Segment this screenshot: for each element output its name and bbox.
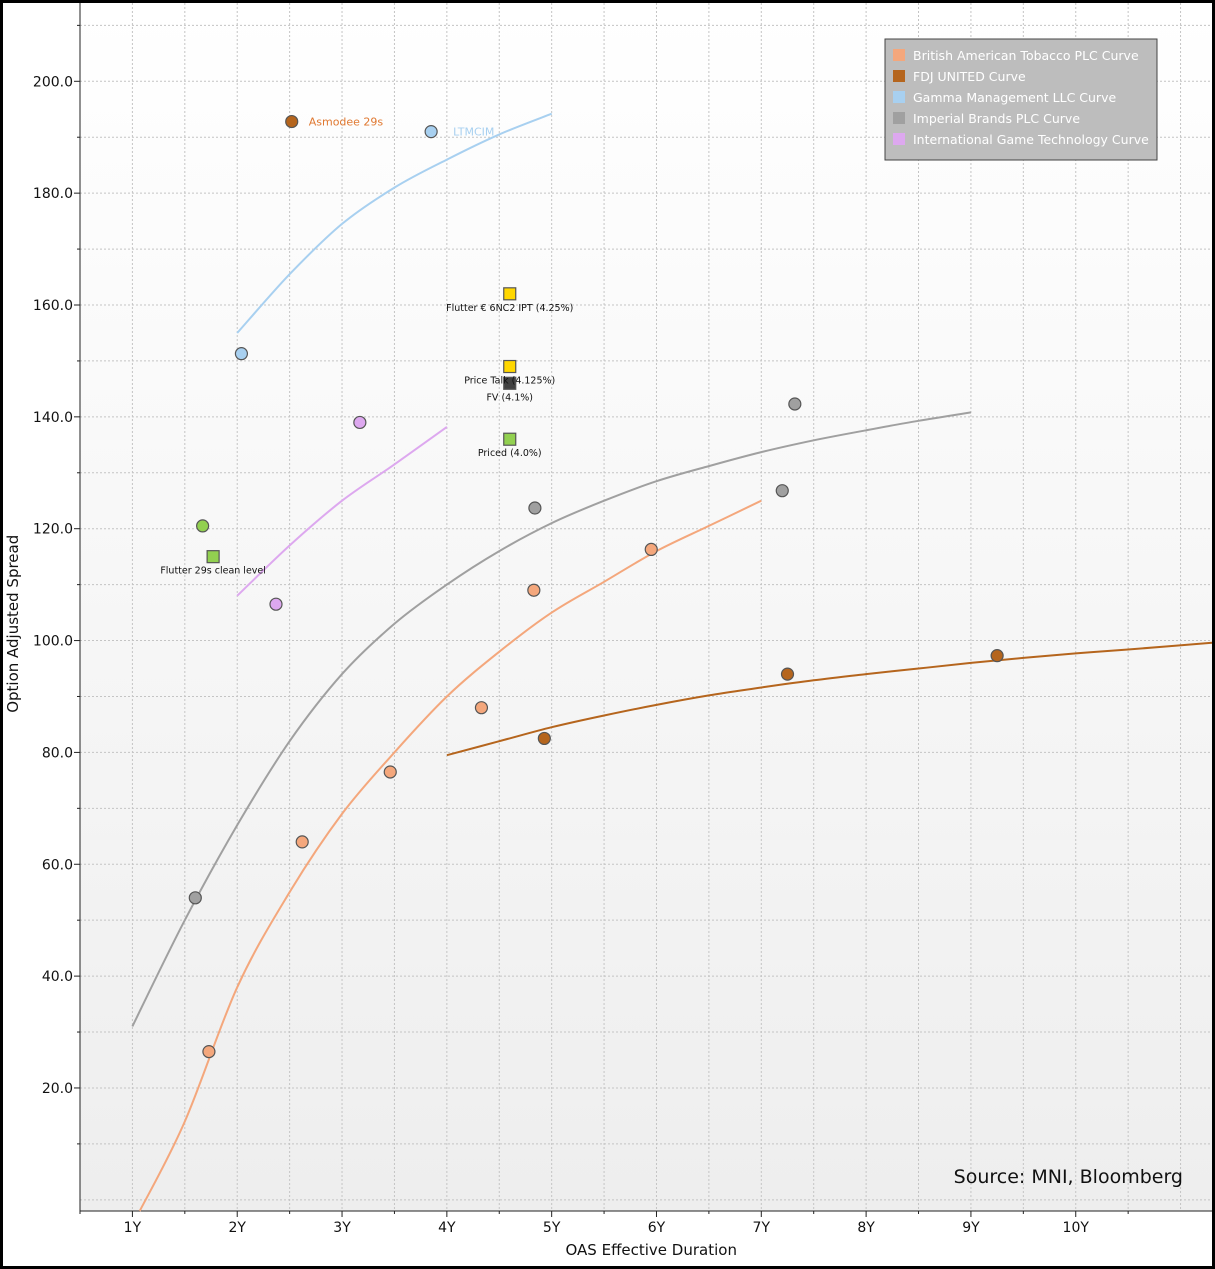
y-tick-label: 80.0 [42,745,73,761]
bat-curve [138,499,762,1212]
y-tick-label: 140.0 [33,410,73,426]
legend-swatch [893,70,905,82]
price-talk-label: Price Talk (4.125%) [464,376,555,387]
imperial-curve [131,411,972,1027]
igt-point[interactable] [353,415,367,430]
bat-point[interactable] [644,542,658,556]
legend-item[interactable]: British American Tobacco PLC Curve [893,48,1139,63]
flutter-29s-point[interactable] [196,519,210,533]
y-tick-label: 40.0 [42,969,73,985]
legend-item[interactable]: Imperial Brands PLC Curve [893,111,1080,126]
series-curves [131,112,1212,1212]
x-tick-label: 9Y [962,1220,980,1236]
axes: 1Y 2Y 3Y 4Y 5Y 6Y 7Y 8Y 9Y 10Y 20.0 40.0 60.0 80.0 100… [33,3,1212,1236]
asmodee-label: Asmodee 29s [309,116,384,129]
legend-label: Imperial Brands PLC Curve [913,111,1080,126]
legend-item[interactable]: Gamma Management LLC Curve [893,90,1116,105]
legend-label: International Game Technology Curve [913,132,1149,147]
x-tick-label: 10Y [1063,1220,1090,1236]
gamma-curve [236,112,553,334]
legend-label: Gamma Management LLC Curve [913,90,1116,105]
imperial-point[interactable] [775,484,789,498]
fv-label: FV (4.1%) [486,392,533,403]
series-points [188,114,1004,1059]
plot-area [80,3,1212,1211]
igt-point[interactable] [269,597,283,611]
y-tick-label: 100.0 [33,634,73,650]
x-axis-title: OAS Effective Duration [566,1241,737,1259]
bat-point[interactable] [202,1045,216,1059]
grid-lines [80,3,1212,1211]
x-tick-label: 5Y [543,1220,561,1236]
x-tick-label: 6Y [648,1220,666,1236]
legend-swatch [893,112,905,124]
x-tick-label: 1Y [124,1220,142,1236]
x-tick-label: 7Y [753,1220,771,1236]
legend-label: British American Tobacco PLC Curve [913,48,1139,63]
asmodee-point[interactable] [285,114,299,129]
fdj-point[interactable] [990,649,1004,663]
x-tick-label: 4Y [438,1220,456,1236]
y-tick-label: 160.0 [33,298,73,314]
bat-point[interactable] [474,701,489,715]
y-tick-label: 20.0 [42,1081,73,1097]
fdj-point[interactable] [780,667,795,681]
flutter-29s-label: Flutter 29s clean level [160,566,266,577]
gamma-point[interactable] [234,347,249,361]
fdj-point[interactable] [537,731,551,746]
flutter-square-marker[interactable] [503,376,517,390]
oas-chart: 1Y 2Y 3Y 4Y 5Y 6Y 7Y 8Y 9Y 10Y 20.0 40.0 60.0 80.0 100… [4,3,1212,1259]
legend-item[interactable]: International Game Technology Curve [893,132,1149,147]
flutter-square-marker[interactable] [503,287,517,301]
imperial-point[interactable] [788,397,802,411]
chart-frame: 1Y 2Y 3Y 4Y 5Y 6Y 7Y 8Y 9Y 10Y 20.0 40.0 60.0 80.0 100… [3,3,1212,1266]
legend-swatch [893,91,905,103]
x-tick-label: 8Y [857,1220,875,1236]
gamma-point[interactable] [424,125,438,139]
point-labels: Asmodee 29s LTMCIM Flutter € 6NC2 IPT (4.2… [160,116,573,577]
legend[interactable]: British American Tobacco PLC Curve FDJ UN… [884,38,1158,161]
legend-box [884,38,1158,161]
x-tick-label: 2Y [228,1220,246,1236]
flutter-ipt-label: Flutter € 6NC2 IPT (4.25%) [446,303,573,314]
source-note: Source: MNI, Bloomberg [954,1166,1183,1188]
flutter-square-marker[interactable] [503,432,517,446]
bat-point[interactable] [295,835,309,849]
imperial-point[interactable] [188,891,202,905]
x-tick-label: 3Y [333,1220,351,1236]
igt-curve [236,426,448,597]
bat-point[interactable] [383,765,397,779]
y-tick-label: 200.0 [33,74,73,90]
imperial-point[interactable] [528,501,542,515]
legend-label: FDJ UNITED Curve [913,69,1026,84]
fdj-curve [446,641,1212,757]
bat-point[interactable] [527,583,541,597]
y-tick-label: 180.0 [33,186,73,202]
legend-item[interactable]: FDJ UNITED Curve [893,69,1026,84]
legend-swatch [893,49,905,61]
legend-swatch [893,133,905,145]
y-axis-title: Option Adjusted Spread [4,535,22,713]
ltmcim-label: LTMCIM [453,126,494,139]
y-tick-label: 120.0 [33,522,73,538]
flutter-square-marker[interactable] [206,550,220,564]
flutter-square-marker[interactable] [503,359,517,374]
priced-label: Priced (4.0%) [478,448,542,459]
y-tick-label: 60.0 [42,857,73,873]
